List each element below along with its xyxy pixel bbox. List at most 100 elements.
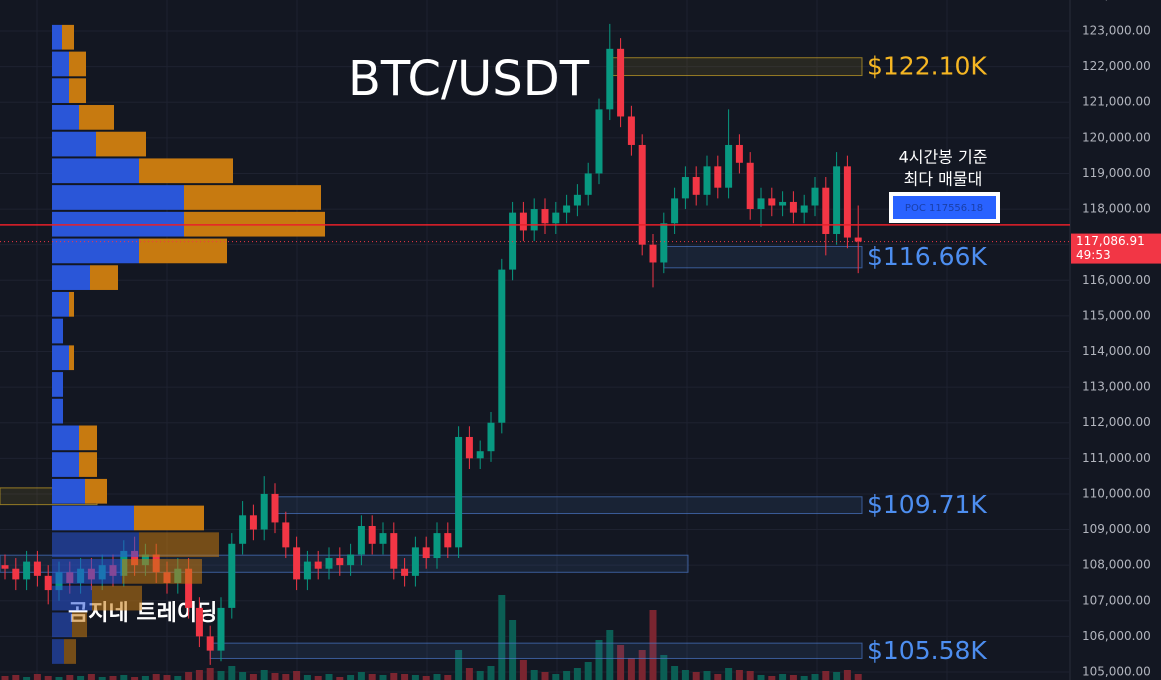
profile-bar [52,372,63,397]
candle-body [422,547,430,559]
volume-bar [541,672,549,680]
candle-body [563,205,571,213]
y-tick-label: 110,000.00 [1082,486,1151,500]
volume-bar [217,671,225,680]
volume-bar [109,676,117,680]
candle-body [444,533,452,548]
volume-bar [411,675,419,680]
volume-bar [476,671,484,680]
candle-body [768,198,776,206]
profile-bar [139,158,233,184]
profile-bar [52,532,139,558]
profile-bar [52,291,69,317]
y-tick-label: 109,000.00 [1082,522,1151,536]
profile-bar [52,345,69,371]
volume-bar [487,666,495,680]
zone [663,245,863,269]
volume-bar [768,676,776,680]
volume-bar [174,676,182,680]
profile-bar [139,532,219,558]
candle-body [357,525,365,555]
candle-body [455,436,463,548]
candle-body [390,533,398,569]
profile-bar [52,425,79,451]
candle-body [595,109,603,174]
volume-bar [833,672,841,680]
y-tick-label: 115,000.00 [1082,308,1151,322]
candle-body [487,422,495,452]
volume-bar [12,675,20,680]
y-tick-label: 105,000.00 [1082,664,1151,678]
candle-body [714,166,722,188]
volume-bar [563,671,571,680]
y-tick-label: 114,000.00 [1082,344,1151,358]
volume-bar [185,672,193,680]
poc-label: POC 117556.18 [905,203,983,214]
volume-bar [131,677,139,680]
volume-bar [379,675,387,680]
candle-body [530,209,538,231]
candle-body [206,636,214,651]
candle-body [195,607,203,637]
zone [609,57,863,77]
volume-bar [584,662,592,680]
candle-body [746,162,754,210]
candle-body [606,48,614,110]
profile-bar [85,478,107,504]
y-tick-label: 124,000.00 [1082,0,1151,2]
volume-bar [552,674,560,680]
profile-bar [184,185,321,210]
volume-bar [789,675,797,680]
volume-bar [293,671,301,680]
volume-bar [444,675,452,680]
profile-bar [52,639,64,664]
candle-body [12,568,20,580]
candle-body [379,533,387,544]
y-tick-label: 106,000.00 [1082,629,1151,643]
volume-bar [87,674,95,680]
candle-body [649,244,657,263]
profile-bar [92,585,142,611]
candle-body [325,558,333,569]
candle-body [217,607,225,651]
profile-bar [52,105,79,130]
candle-body [33,561,41,576]
candle-body [822,187,830,234]
volume-bar [714,674,722,680]
countdown: 49:53 [1076,248,1111,262]
y-tick-label: 113,000.00 [1082,380,1151,394]
candle-body [800,205,808,213]
level-label: $116.66K [867,242,987,271]
volume-bar [141,676,149,680]
volume-bar [303,675,311,680]
profile-bar [52,265,90,290]
volume-bar [617,645,625,680]
volume-bar [509,620,517,680]
note-line: 최다 매물대 [904,170,983,189]
volume-bar [44,676,52,680]
y-tick-label: 116,000.00 [1082,273,1151,287]
volume-bar [66,675,74,680]
volume-bar [152,674,160,680]
y-tick-label: 108,000.00 [1082,558,1151,572]
candle-body [239,515,247,544]
profile-bar [52,238,139,264]
candle-body [260,493,268,530]
profile-bar [52,78,69,104]
volume-bar [498,595,506,680]
volume-bar [368,674,376,680]
candle-body [498,269,506,423]
candle-body [811,187,819,206]
profile-bar [52,51,69,77]
level-label: $105.58K [867,636,987,665]
volume-bar [638,650,646,680]
volume-bar [195,670,203,680]
candle-body [779,201,787,206]
candle-body [843,166,851,238]
profile-bar [64,639,76,664]
y-tick-label: 107,000.00 [1082,593,1151,607]
volume-bar [735,670,743,680]
candle-body [833,166,841,234]
volume-bar [1,676,9,680]
profile-bar [79,452,97,477]
